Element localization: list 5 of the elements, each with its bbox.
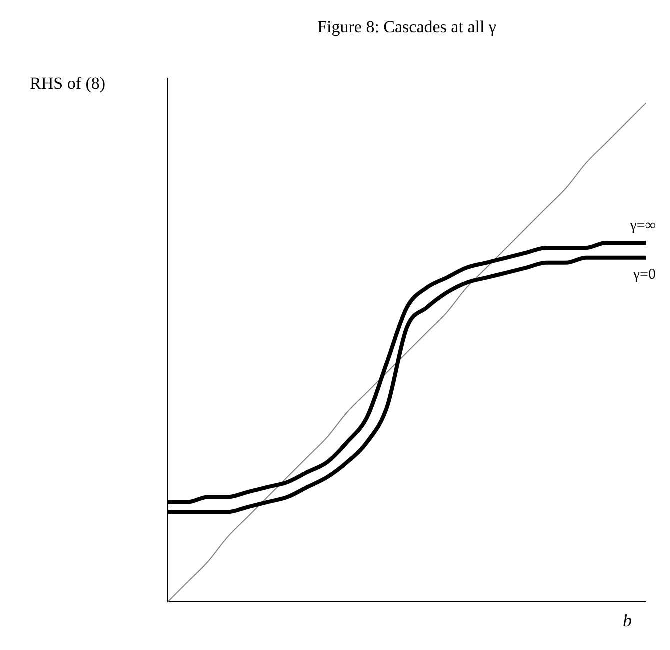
series-label: γ=0: [632, 266, 656, 283]
chart-title: Figure 8: Cascades at all γ: [318, 18, 497, 37]
series-label: γ=∞: [629, 218, 656, 234]
x-axis-title: b: [623, 610, 632, 631]
y-axis-title: RHS of (8): [30, 74, 106, 93]
